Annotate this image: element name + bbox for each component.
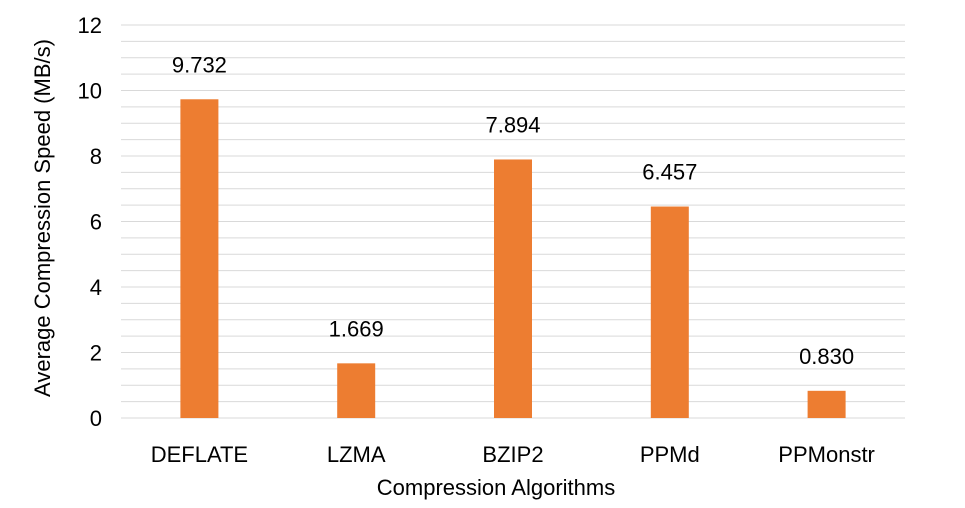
y-tick-label: 8 [90,144,102,169]
x-tick-label: DEFLATE [151,442,248,467]
y-tick-label: 2 [90,341,102,366]
data-label: 6.457 [642,160,697,185]
y-tick-label: 10 [78,79,102,104]
y-tick-labels: 0 2 4 6 8 10 12 [78,13,102,431]
y-tick-label: 4 [90,275,102,300]
x-axis-title: Compression Algorithms [377,475,615,500]
data-label: 9.732 [172,52,227,77]
y-tick-label: 0 [90,406,102,431]
bar-ppmonstr [807,390,846,418]
bars [180,99,846,418]
y-axis-title: Average Compression Speed (MB/s) [30,39,55,397]
x-tick-label: LZMA [327,442,386,467]
data-labels: 9.732 1.669 7.894 6.457 0.830 [172,52,854,369]
bar-lzma [337,363,376,418]
x-tick-label: PPMonstr [778,442,875,467]
y-tick-label: 6 [90,210,102,235]
y-tick-label: 12 [78,13,102,38]
data-label: 7.894 [485,112,540,137]
x-tick-label: BZIP2 [482,442,543,467]
data-label: 1.669 [329,316,384,341]
x-tick-label: PPMd [640,442,700,467]
bar-deflate [180,99,219,418]
data-label: 0.830 [799,344,854,369]
bar-bzip2 [494,159,532,418]
bar-ppmd [650,206,689,418]
x-tick-labels: DEFLATE LZMA BZIP2 PPMd PPMonstr [151,442,875,467]
